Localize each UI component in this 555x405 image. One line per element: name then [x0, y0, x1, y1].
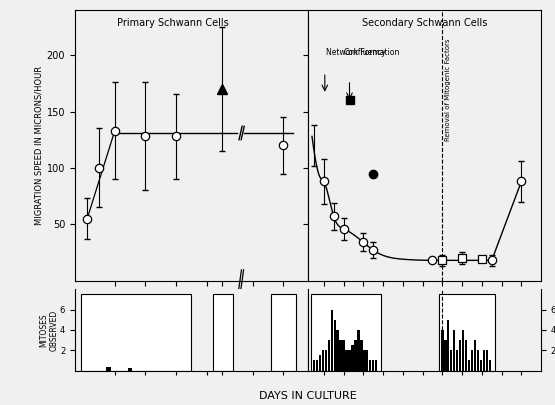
Y-axis label: MIGRATION SPEED IN MICRONS/HOUR: MIGRATION SPEED IN MICRONS/HOUR	[35, 66, 44, 225]
Bar	[450, 350, 452, 371]
Bar	[213, 294, 233, 371]
Bar	[480, 360, 482, 371]
Text: Secondary Schwann Cells: Secondary Schwann Cells	[362, 18, 487, 28]
Y-axis label: MITOSES
OBSERVED: MITOSES OBSERVED	[39, 309, 58, 351]
Bar	[471, 350, 473, 371]
Bar	[81, 294, 191, 371]
Bar	[465, 340, 467, 371]
Bar	[322, 350, 324, 371]
Bar	[375, 360, 377, 371]
Text: Confluency: Confluency	[344, 49, 386, 58]
Bar	[483, 350, 485, 371]
Bar	[128, 367, 133, 371]
Bar	[313, 360, 315, 371]
Bar	[372, 360, 375, 371]
Bar	[325, 350, 327, 371]
Text: Removal of Mitogenic Factors: Removal of Mitogenic Factors	[445, 38, 451, 141]
Bar	[477, 350, 479, 371]
Bar	[311, 294, 381, 371]
Text: Network Formation: Network Formation	[326, 49, 399, 58]
Bar	[351, 345, 354, 371]
Bar	[459, 340, 461, 371]
Bar	[447, 320, 450, 371]
Bar	[107, 367, 111, 371]
Bar	[369, 360, 371, 371]
Bar	[360, 340, 362, 371]
Bar	[354, 340, 357, 371]
Text: Primary Schwann Cells: Primary Schwann Cells	[117, 18, 229, 28]
Bar	[474, 340, 476, 371]
Bar	[357, 330, 360, 371]
Bar	[336, 330, 339, 371]
Bar	[271, 294, 296, 371]
Text: DAYS IN CULTURE: DAYS IN CULTURE	[259, 391, 357, 401]
Bar	[486, 350, 488, 371]
Bar	[468, 360, 470, 371]
Bar	[456, 350, 458, 371]
Bar	[444, 340, 447, 371]
Bar	[441, 330, 443, 371]
Bar	[363, 350, 366, 371]
Bar	[345, 350, 348, 371]
Bar	[331, 310, 333, 371]
Bar	[340, 340, 342, 371]
Bar	[327, 340, 330, 371]
Bar	[453, 330, 456, 371]
Bar	[366, 350, 369, 371]
Bar	[342, 340, 345, 371]
Bar	[316, 360, 318, 371]
Bar	[334, 320, 336, 371]
Bar	[319, 355, 321, 371]
Bar	[349, 350, 351, 371]
Bar	[462, 330, 465, 371]
Bar	[440, 294, 495, 371]
Bar	[488, 360, 491, 371]
